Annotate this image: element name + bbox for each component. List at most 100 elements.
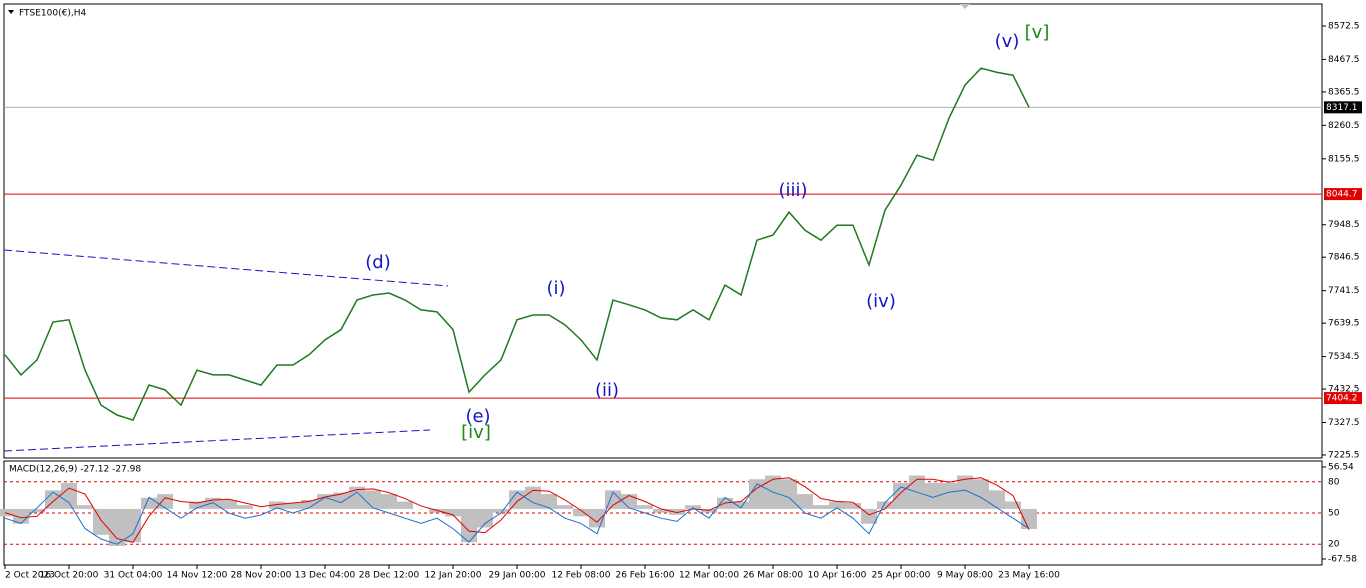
macd-bar [685, 505, 701, 509]
y2-tick-label: 80 [1328, 477, 1340, 487]
chart-title: FTSE100(€),H4 [19, 9, 86, 19]
macd-bar [445, 508, 461, 517]
y2-tick-label: 50 [1328, 509, 1340, 519]
macd-bar [477, 508, 493, 528]
y-tick-label: 7846.5 [1328, 253, 1360, 263]
oscillator-line [4, 483, 1030, 545]
macd-bar [285, 502, 301, 509]
wave-label: (d) [365, 252, 390, 273]
macd-bar [189, 501, 205, 509]
macd-bar [877, 501, 893, 509]
x-tick-label: 9 May 08:00 [937, 571, 993, 581]
macd-bar [605, 490, 621, 509]
indicator-title: MACD(12,26,9) -27.12 -27.98 [9, 465, 141, 475]
menu-arrow [8, 10, 14, 14]
level-label-bg [1324, 188, 1362, 201]
x-tick-label: 29 Jan 00:00 [489, 571, 546, 581]
macd-bar [269, 501, 285, 509]
macd-bar [125, 508, 141, 543]
macd-bar [573, 508, 589, 517]
macd-panel [3, 460, 1323, 566]
macd-bar [541, 494, 557, 509]
macd-bar [957, 475, 973, 509]
macd-bar [749, 479, 765, 509]
macd-bar [109, 508, 125, 546]
level-label: 8044.7 [1326, 190, 1358, 200]
y-tick-label: 8365.5 [1328, 87, 1360, 97]
y-tick-label: -67.58 [1328, 555, 1357, 565]
x-tick-label: 12 Mar 00:00 [679, 571, 739, 581]
macd-bar [141, 497, 157, 509]
wave-label: (v) [995, 31, 1020, 52]
macd-bar [973, 479, 989, 509]
x-tick-label: 25 Apr 00:00 [872, 571, 931, 581]
macd-bar [733, 501, 749, 509]
macd-bar [829, 501, 845, 509]
macd-bar [349, 486, 365, 509]
shift-marker [960, 4, 970, 9]
y-tick-label: 7639.5 [1328, 319, 1360, 329]
level-label: 7404.2 [1326, 394, 1358, 404]
x-tick-label: 14 Nov 12:00 [167, 571, 228, 581]
macd-bar [461, 508, 477, 543]
wave-label: (ii) [595, 380, 619, 401]
x-tick-label: 23 May 16:00 [998, 571, 1060, 581]
x-tick-label: 13 Dec 04:00 [295, 571, 356, 581]
macd-bar [381, 494, 397, 509]
macd-bar [813, 505, 829, 509]
wave-label: (i) [546, 278, 565, 299]
macd-bar [621, 494, 637, 509]
macd-bar [941, 482, 957, 509]
trend-line [3, 429, 431, 452]
macd-bar [557, 505, 573, 509]
y-tick-label: 7741.5 [1328, 286, 1360, 296]
macd-bar [525, 486, 541, 509]
y-tick-label: 7948.5 [1328, 220, 1360, 230]
x-tick-label: 12 Jan 20:00 [425, 571, 482, 581]
y-tick-label: 7432.5 [1328, 385, 1360, 395]
level-label-bg [1324, 101, 1362, 114]
wave-label: (iv) [866, 291, 896, 312]
macd-bar [221, 500, 237, 509]
trend-line [3, 249, 449, 287]
macd-bar [157, 494, 173, 509]
wave-label: [v] [1025, 22, 1050, 43]
macd-bar [845, 502, 861, 509]
signal-line [4, 477, 1030, 543]
level-label-bg [1324, 392, 1362, 405]
price-line [4, 67, 1030, 422]
wave-label: (iii) [778, 180, 807, 201]
macd-bar [925, 482, 941, 509]
wave-label: [iv] [461, 422, 491, 443]
macd-bar [93, 508, 109, 535]
y-tick-label: 56.54 [1328, 463, 1354, 473]
macd-bar [637, 505, 653, 509]
macd-bar [333, 492, 349, 509]
macd-bar [989, 490, 1005, 509]
macd-bar [365, 490, 381, 509]
x-tick-label: 10 Apr 16:00 [808, 571, 867, 581]
level-label: 8317.1 [1326, 103, 1358, 113]
y-tick-label: 7225.5 [1328, 450, 1360, 460]
y2-tick-label: 20 [1328, 540, 1340, 550]
wave-label: (e) [465, 406, 490, 427]
macd-bar [861, 508, 877, 524]
x-tick-label: 28 Nov 20:00 [231, 571, 292, 581]
x-tick-label: 26 Mar 08:00 [743, 571, 803, 581]
macd-bar [1005, 501, 1021, 509]
macd-bar [1021, 508, 1037, 530]
macd-bar [797, 494, 813, 509]
x-tick-label: 12 Feb 08:00 [551, 571, 610, 581]
x-tick-label: 31 Oct 04:00 [104, 571, 163, 581]
macd-bar [205, 497, 221, 509]
macd-bar [237, 505, 253, 509]
y-tick-label: 8260.5 [1328, 121, 1360, 131]
x-tick-label: 2 Oct 2023 [5, 571, 55, 581]
macd-bar [61, 482, 77, 509]
y-tick-label: 8467.5 [1328, 55, 1360, 65]
y-tick-label: 8155.5 [1328, 154, 1360, 164]
y-tick-label: 7534.5 [1328, 352, 1360, 362]
price-panel [3, 3, 1323, 459]
macd-bar [77, 505, 93, 509]
